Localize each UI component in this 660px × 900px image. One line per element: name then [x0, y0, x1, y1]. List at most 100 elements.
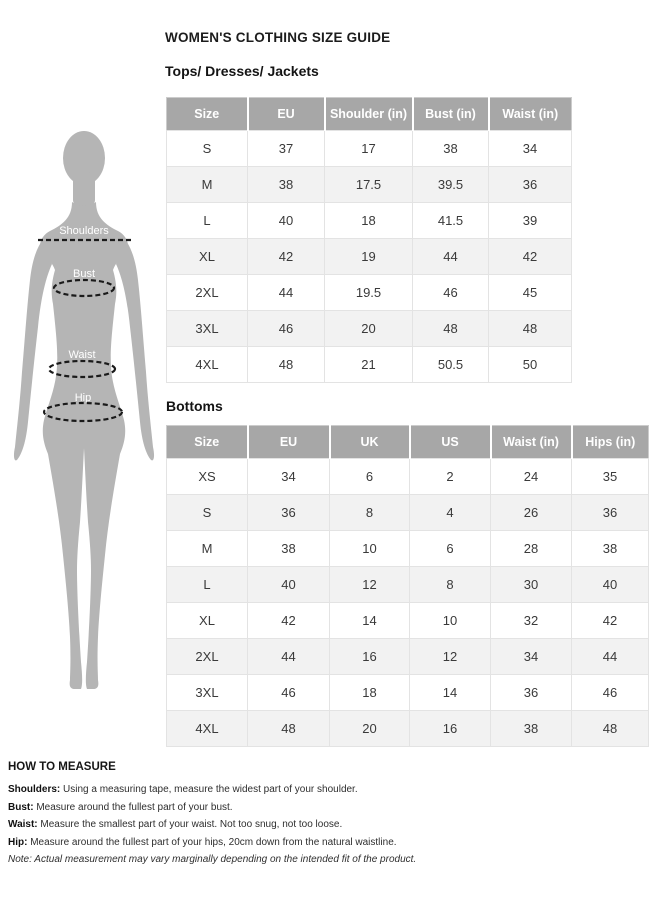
table-cell: 46 [247, 674, 330, 711]
female-silhouette-illustration: Shoulders Bust Waist Hip [13, 131, 155, 689]
table-cell: 16 [409, 710, 491, 747]
table-cell: S [166, 494, 248, 531]
table-cell: 17.5 [324, 166, 413, 203]
shoulders-label: Shoulders [59, 225, 109, 237]
tops-section-title: Tops/ Dresses/ Jackets [165, 63, 319, 79]
measurement-note: Note: Actual measurement may vary margin… [8, 854, 417, 865]
table-cell: 41.5 [412, 202, 489, 239]
table-cell: 18 [329, 674, 410, 711]
table-cell: XL [166, 602, 248, 639]
table-cell: 10 [329, 530, 410, 567]
hip-label: Hip [75, 392, 92, 404]
measure-instruction-label: Shoulders: [8, 784, 61, 795]
table-cell: 21 [324, 346, 413, 383]
table-cell: 4XL [166, 346, 248, 383]
column-header: Waist (in) [487, 97, 572, 131]
table-row: XL 42 19 44 42 [166, 238, 572, 275]
table-cell: 36 [488, 166, 572, 203]
table-cell: 38 [247, 166, 325, 203]
column-header: Hips (in) [570, 425, 649, 459]
table-cell: 4 [409, 494, 491, 531]
bottoms-section-title: Bottoms [166, 398, 223, 414]
column-header: US [408, 425, 491, 459]
figure-head [63, 131, 105, 185]
page-title: WOMEN'S CLOTHING SIZE GUIDE [165, 30, 391, 45]
column-header: Size [166, 425, 248, 459]
table-cell: 20 [329, 710, 410, 747]
table-row: L 40 18 41.5 39 [166, 202, 572, 239]
figure-left-arm [13, 238, 53, 461]
tops-size-table: Size EU Shoulder (in) Bust (in) Waist (in) S… [166, 97, 572, 383]
table-cell: 4XL [166, 710, 248, 747]
figure-torso-legs [40, 202, 128, 689]
table-cell: 44 [247, 638, 330, 675]
table-cell: 48 [571, 710, 649, 747]
table-cell: 8 [329, 494, 410, 531]
table-cell: 42 [247, 602, 330, 639]
table-cell: 35 [571, 458, 649, 495]
table-cell: S [166, 130, 248, 167]
table-cell: 38 [247, 530, 330, 567]
table-cell: 12 [329, 566, 410, 603]
table-cell: 2XL [166, 274, 248, 311]
how-to-measure-list: Shoulders: Using a measuring tape, measu… [8, 781, 428, 851]
table-cell: 42 [247, 238, 325, 275]
table-cell: 12 [409, 638, 491, 675]
how-to-measure-title: HOW TO MEASURE [8, 761, 116, 773]
table-row: 4XL 48 20 16 38 48 [166, 710, 649, 747]
table-row: L 40 12 8 30 40 [166, 566, 649, 603]
table-cell: 26 [490, 494, 572, 531]
figure-right-arm [116, 238, 155, 461]
hip-dashed-ellipse [42, 401, 124, 423]
table-row: S 37 17 38 34 [166, 130, 572, 167]
table-cell: 42 [488, 238, 572, 275]
table-cell: 36 [247, 494, 330, 531]
table-cell: 14 [409, 674, 491, 711]
table-cell: XL [166, 238, 248, 275]
table-cell: 45 [488, 274, 572, 311]
table-cell: 36 [490, 674, 572, 711]
table-cell: 48 [412, 310, 489, 347]
measure-instruction-label: Hip: [8, 836, 28, 848]
table-cell: 20 [324, 310, 413, 347]
table-row: S 36 8 4 26 36 [166, 494, 649, 531]
table-cell: 6 [409, 530, 491, 567]
bottoms-size-table: Size EU UK US Waist (in) Hips (in) XS 34 6 2 24 35… [166, 425, 649, 747]
measure-instruction: Waist: Measure the smallest part of your… [8, 819, 343, 830]
table-row: 4XL 48 21 50.5 50 [166, 346, 572, 383]
table-cell: 32 [490, 602, 572, 639]
bust-dashed-ellipse [52, 278, 116, 298]
table-cell: 38 [571, 530, 649, 567]
table-cell: 16 [329, 638, 410, 675]
table-row: 3XL 46 18 14 36 46 [166, 674, 649, 711]
table-cell: 48 [247, 346, 325, 383]
column-header: Shoulder (in) [323, 97, 413, 131]
table-cell: 48 [247, 710, 330, 747]
table-cell: 44 [412, 238, 489, 275]
table-cell: 34 [488, 130, 572, 167]
table-cell: 46 [247, 310, 325, 347]
table-cell: 24 [490, 458, 572, 495]
table-cell: 34 [247, 458, 330, 495]
table-cell: 36 [571, 494, 649, 531]
column-header: Size [166, 97, 248, 131]
table-cell: 14 [329, 602, 410, 639]
table-cell: L [166, 566, 248, 603]
column-header: EU [246, 97, 325, 131]
table-cell: 40 [571, 566, 649, 603]
table-cell: 3XL [166, 310, 248, 347]
bust-label: Bust [73, 268, 95, 280]
table-row: 2XL 44 16 12 34 44 [166, 638, 649, 675]
table-row: 3XL 46 20 48 48 [166, 310, 572, 347]
table-cell: 37 [247, 130, 325, 167]
how-to-measure-section: HOW TO MEASURE Shoulders: Using a measur… [8, 761, 428, 869]
table-cell: 38 [412, 130, 489, 167]
table-cell: 28 [490, 530, 572, 567]
table-cell: 50.5 [412, 346, 489, 383]
table-cell: 18 [324, 202, 413, 239]
measure-instruction: Shoulders: Using a measuring tape, measu… [8, 784, 358, 795]
table-cell: M [166, 530, 248, 567]
column-header: UK [328, 425, 410, 459]
table-cell: M [166, 166, 248, 203]
body-measurement-figure: Shoulders Bust Waist Hip [0, 122, 172, 697]
